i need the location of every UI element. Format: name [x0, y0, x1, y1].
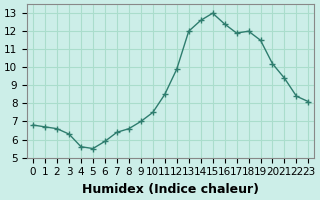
X-axis label: Humidex (Indice chaleur): Humidex (Indice chaleur) [82, 183, 259, 196]
